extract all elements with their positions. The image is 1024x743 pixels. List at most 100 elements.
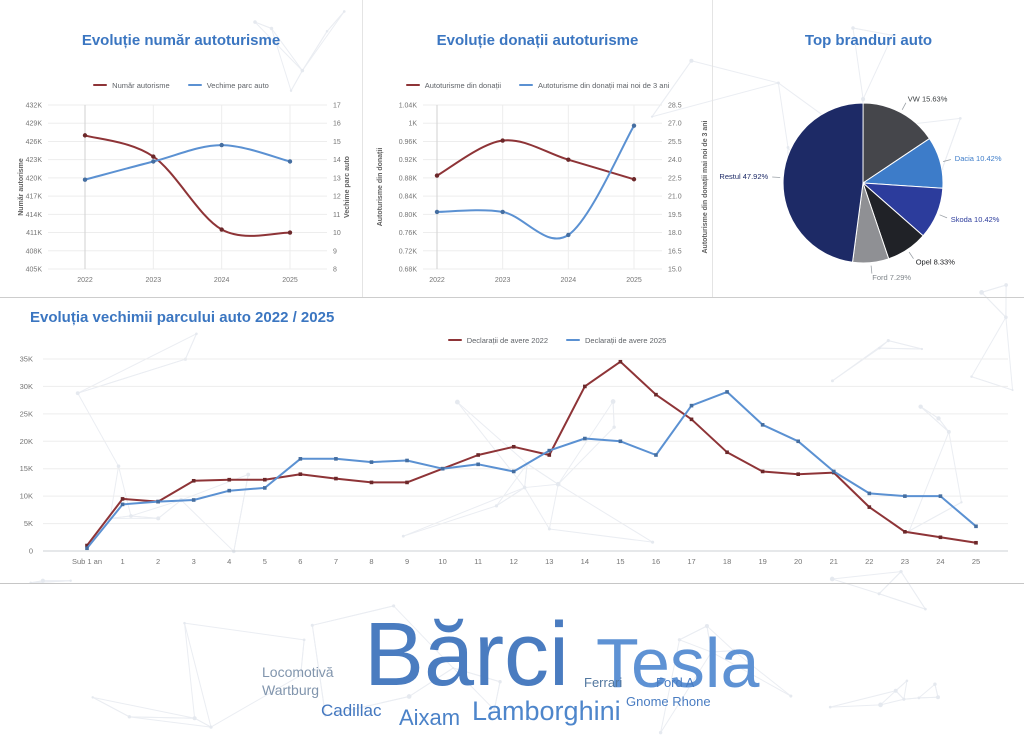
series-line[interactable] <box>86 390 977 549</box>
data-point[interactable] <box>689 403 694 408</box>
data-point[interactable] <box>725 390 729 394</box>
data-point[interactable] <box>618 439 623 444</box>
data-point[interactable] <box>760 469 765 474</box>
data-point[interactable] <box>867 505 872 509</box>
data-point[interactable] <box>191 478 196 483</box>
data-point[interactable] <box>500 209 505 215</box>
word-bărci[interactable]: Bărci <box>364 605 570 705</box>
data-point[interactable] <box>511 444 516 449</box>
series-line[interactable] <box>84 134 291 237</box>
legend-item[interactable]: Declarații de avere 2025 <box>566 336 666 345</box>
series-line[interactable] <box>84 144 291 181</box>
legend-label: Declarații de avere 2022 <box>466 335 548 345</box>
data-point[interactable] <box>298 472 303 476</box>
data-point[interactable] <box>566 232 571 238</box>
data-point[interactable] <box>120 502 125 507</box>
data-point[interactable] <box>476 462 480 467</box>
word-tesla[interactable]: Tesla <box>596 624 760 702</box>
series-line[interactable] <box>86 360 977 547</box>
data-point[interactable] <box>151 154 156 159</box>
data-point[interactable] <box>85 543 89 548</box>
data-point[interactable] <box>405 458 409 463</box>
data-point[interactable] <box>82 177 88 182</box>
data-point[interactable] <box>974 540 978 545</box>
data-point[interactable] <box>219 142 224 148</box>
series-line[interactable] <box>436 139 635 181</box>
data-point[interactable] <box>298 457 303 461</box>
pie-label-line <box>870 265 873 274</box>
data-point[interactable] <box>618 359 623 364</box>
data-point[interactable] <box>120 497 125 501</box>
data-point[interactable] <box>219 227 224 232</box>
data-point[interactable] <box>511 469 516 474</box>
data-point[interactable] <box>760 423 765 427</box>
data-point[interactable] <box>476 453 480 457</box>
data-point[interactable] <box>631 177 637 182</box>
svg-text:3: 3 <box>192 557 196 566</box>
series-line[interactable] <box>436 125 635 240</box>
data-point[interactable] <box>334 457 338 461</box>
data-point[interactable] <box>566 157 571 162</box>
data-point[interactable] <box>287 159 293 164</box>
word-ford-a[interactable]: Ford A <box>656 675 695 690</box>
legend-item[interactable]: Vechime parc auto <box>187 81 269 90</box>
svg-text:2024: 2024 <box>561 277 577 284</box>
data-point[interactable] <box>334 476 338 481</box>
data-point[interactable] <box>547 448 552 453</box>
legend-item[interactable]: Autoturisme din donații mai noi de 3 ani <box>518 81 669 90</box>
data-point[interactable] <box>654 453 658 457</box>
data-point[interactable] <box>369 460 374 464</box>
word-ferrari[interactable]: Ferrari <box>584 675 623 690</box>
data-point[interactable] <box>796 472 800 476</box>
data-point[interactable] <box>547 453 552 457</box>
data-point[interactable] <box>151 159 156 164</box>
word-locomotivă[interactable]: Locomotivă <box>262 664 334 680</box>
svg-text:10K: 10K <box>20 492 33 501</box>
data-point[interactable] <box>191 498 196 502</box>
line-chart-fleet[interactable]: 432K 17 429K 16 426K 15 423K 14 420K 13 417K 12 414K… <box>9 93 354 293</box>
data-point[interactable] <box>583 436 587 441</box>
data-point[interactable] <box>831 469 836 474</box>
data-point[interactable] <box>82 133 88 138</box>
data-point[interactable] <box>938 535 943 540</box>
data-point[interactable] <box>85 546 89 551</box>
data-point[interactable] <box>796 439 800 444</box>
word-wartburg[interactable]: Wartburg <box>262 682 320 698</box>
pie-slice-restul[interactable] <box>782 102 864 263</box>
data-point[interactable] <box>263 477 267 482</box>
data-point[interactable] <box>725 450 729 455</box>
line-chart-donations[interactable]: 1.04K 28.5 1K 27.0 0.96K 25.5 0.92K 24.0 0.88K 22… <box>368 93 712 293</box>
data-point[interactable] <box>287 230 293 235</box>
panel-donations-evolution: Evoluție donații autoturisme Autoturisme… <box>363 0 713 297</box>
data-point[interactable] <box>263 486 267 490</box>
word-cadillac[interactable]: Cadillac <box>321 701 382 720</box>
pie-chart-brands[interactable]: VW 15.63% Dacia 10.42% Skoda 10.42% Opel 8.… <box>713 61 1024 291</box>
legend-item[interactable]: Număr autorisme <box>93 81 170 90</box>
data-point[interactable] <box>227 477 232 482</box>
pie-slice-vw[interactable] <box>862 102 931 184</box>
legend-item[interactable]: Declarații de avere 2022 <box>447 335 548 345</box>
word-aixam[interactable]: Aixam <box>399 705 461 730</box>
data-point[interactable] <box>938 494 943 498</box>
data-point[interactable] <box>903 494 907 498</box>
data-point[interactable] <box>440 466 445 471</box>
data-point[interactable] <box>974 524 978 529</box>
word-lamborghini[interactable]: Lamborghini <box>472 696 621 726</box>
data-point[interactable] <box>654 392 658 397</box>
data-point[interactable] <box>227 488 232 493</box>
data-point[interactable] <box>689 417 694 422</box>
data-point[interactable] <box>583 384 587 389</box>
data-point[interactable] <box>156 499 160 504</box>
data-point[interactable] <box>405 480 409 485</box>
data-point[interactable] <box>500 138 505 143</box>
data-point[interactable] <box>631 123 637 128</box>
data-point[interactable] <box>434 209 440 215</box>
data-point[interactable] <box>369 480 374 485</box>
data-point[interactable] <box>867 491 872 496</box>
data-point[interactable] <box>434 173 440 178</box>
word-gnome-rhone[interactable]: Gnome Rhone <box>626 694 711 709</box>
pie-label: Skoda 10.42% <box>951 215 1000 224</box>
legend-item[interactable]: Autoturisme din donații <box>405 81 501 90</box>
data-point[interactable] <box>903 530 907 534</box>
